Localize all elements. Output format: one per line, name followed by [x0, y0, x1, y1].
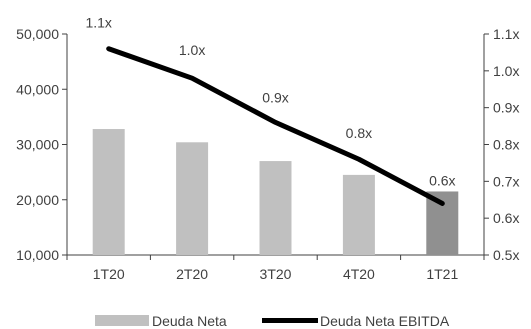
- y-right-tick-label: 1.0x: [493, 63, 519, 79]
- y-left-tick-label: 20,000: [16, 192, 59, 208]
- y-right-tick-label: 0.9x: [493, 100, 519, 116]
- x-tick-label: 3T20: [260, 266, 292, 282]
- x-tick-label: 4T20: [343, 266, 375, 282]
- legend-label-bar: Deuda Neta: [152, 313, 227, 329]
- y-right-tick-label: 1.1x: [493, 26, 519, 42]
- y-left-tick-label: 50,000: [16, 26, 59, 42]
- legend-label-line: Deuda Neta EBITDA: [320, 313, 450, 329]
- x-tick-label: 2T20: [176, 266, 208, 282]
- bar-2T20: [176, 142, 209, 255]
- line-ebitda: [106, 46, 445, 206]
- bar-series: [92, 129, 459, 255]
- bar-3T20: [259, 161, 292, 255]
- line-series: [106, 46, 445, 206]
- data-label-1T21: 0.6x: [429, 172, 455, 188]
- legend: Deuda Neta Deuda Neta EBITDA: [95, 313, 450, 329]
- data-label-3T20: 0.9x: [262, 89, 288, 105]
- bar-4T20: [342, 174, 375, 255]
- bar-1T20: [92, 129, 125, 255]
- data-label-2T20: 1.0x: [179, 42, 205, 58]
- y-right-tick-label: 0.6x: [493, 210, 519, 226]
- x-tick-label: 1T21: [426, 266, 458, 282]
- y-left-tick-label: 40,000: [16, 81, 59, 97]
- legend-swatch-bar: [95, 315, 149, 326]
- y-right-tick-label: 0.5x: [493, 247, 519, 263]
- x-tick-label: 1T20: [93, 266, 125, 282]
- y-right-tick-label: 0.7x: [493, 173, 519, 189]
- y-left-tick-label: 10,000: [16, 247, 59, 263]
- y-right-tick-label: 0.8x: [493, 137, 519, 153]
- data-label-1T20: 1.1x: [85, 15, 111, 31]
- data-labels: 1.1x 1.0x 0.9x 0.8x 0.6x: [85, 15, 455, 189]
- chart-axes: 10,000 20,000 30,000 40,000 50,000 0.5x 0.6x 0.…: [16, 26, 519, 282]
- y-left-tick-label: 30,000: [16, 137, 59, 153]
- data-label-4T20: 0.8x: [346, 125, 372, 141]
